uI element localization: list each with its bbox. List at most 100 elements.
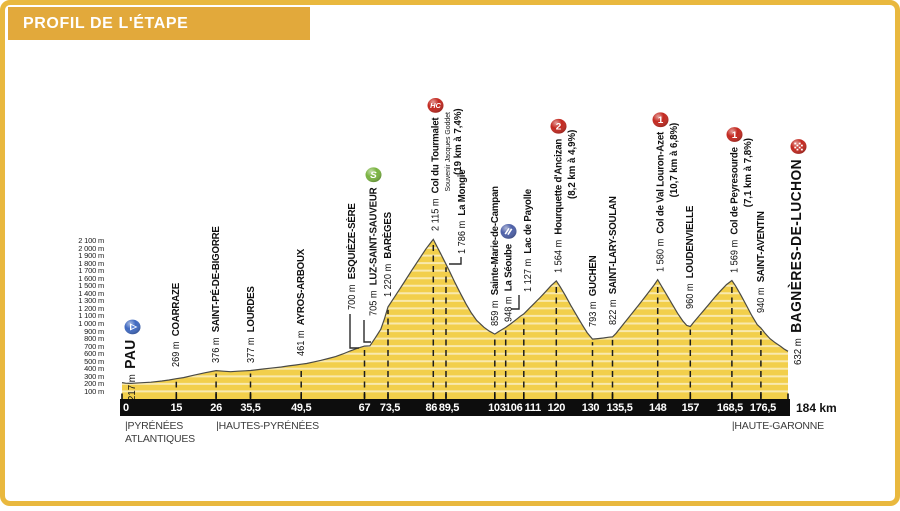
waypoint-name: Sainte-Marie-de-Campan	[488, 186, 501, 296]
y-axis-label: 500 m	[84, 356, 104, 366]
waypoint-elevation: 217 m	[126, 368, 138, 401]
svg-text:S: S	[370, 171, 377, 182]
waypoint-sublabel: (7,1 km à 7,8%)	[741, 137, 754, 207]
waypoint-label-col-de-peyresourde: 1 569 m Col de Peyresourde 1 (7,1 km à 7,…	[726, 126, 754, 273]
waypoint-elevation: 269 m	[171, 335, 183, 367]
finish-icon	[790, 139, 807, 155]
waypoint-elevation: 1 127 m	[522, 253, 534, 292]
x-axis-bar	[120, 399, 790, 416]
waypoint-name: Col de Val Louron-Azet	[653, 131, 666, 234]
waypoint-elevation: 2 115 m	[430, 193, 442, 232]
waypoint-elevation: 1 580 m	[654, 233, 666, 272]
x-tick-label: 73,5	[379, 402, 401, 414]
waypoint-main-row: 1 127 m Lac de Payolle	[522, 189, 535, 292]
waypoint-elevation: 377 m	[245, 331, 257, 363]
waypoint-elevation: 461 m	[296, 325, 308, 357]
y-axis-label: 400 m	[84, 364, 104, 374]
waypoint-name: Col de Peyresourde	[728, 146, 741, 235]
region-label: |HAUTES-PYRÉNÉES	[216, 420, 319, 432]
x-axis-end-label: 184 km	[796, 401, 837, 415]
waypoint-dashed-lines	[175, 242, 762, 398]
waypoint-main-row: 1 786 m La Mongie	[456, 170, 469, 254]
waypoint-label-saint-aventin: 940 m SAINT-AVENTIN	[755, 211, 768, 313]
waypoint-label-luz-saint-sauveur: 705 m LUZ-SAINT-SAUVEUR S	[365, 167, 382, 316]
waypoint-elevation: 632 m	[792, 333, 804, 366]
x-tick-label: 148	[648, 402, 667, 414]
waypoint-main-row: 1 220 m BARÈGES	[382, 212, 395, 297]
hc-climb-icon: HC	[427, 98, 444, 114]
waypoint-label-la-mongie: 1 786 m La Mongie	[456, 170, 469, 254]
y-axis-label: 800 m	[84, 334, 104, 344]
waypoint-main-row: 940 m SAINT-AVENTIN	[755, 211, 768, 313]
waypoint-main-row: 948 m La Séoube	[500, 224, 517, 322]
y-axis-label: 1 800 m	[78, 258, 104, 268]
x-tick-label: 35,5	[240, 402, 261, 414]
waypoint-elevation: 700 m	[346, 279, 358, 311]
waypoint-name: BARÈGES	[382, 212, 394, 259]
y-axis-label: 1 900 m	[78, 251, 104, 261]
elevation-outline	[121, 238, 789, 385]
waypoint-name: BAGNÈRES-DE-LUCHON	[788, 159, 805, 334]
elevation-area	[122, 239, 788, 399]
waypoint-name: GUCHEN	[586, 255, 599, 297]
waypoint-name: SAINT-LARY-SOULAN	[606, 196, 619, 295]
waypoint-main-row: 1 569 m Col de Peyresourde 1	[726, 126, 743, 273]
category-1-icon: 1	[726, 126, 743, 142]
waypoint-label-coarraze: 269 m COARRAZE	[170, 283, 183, 367]
waypoint-elevation: 1 220 m	[383, 258, 394, 297]
y-axis-label: 200 m	[84, 379, 104, 389]
svg-text:HC: HC	[430, 101, 442, 110]
waypoint-label-saint-pe-de-bigorre: 376 m SAINT-PÉ-DE-BIGORRE	[210, 226, 223, 363]
waypoint-name: SAINT-PÉ-DE-BIGORRE	[210, 225, 223, 332]
x-tick-label: 111	[524, 402, 542, 414]
waypoint-main-row: 793 m GUCHEN	[587, 256, 600, 327]
waypoint-main-row: 376 m SAINT-PÉ-DE-BIGORRE	[210, 226, 223, 363]
waypoint-label-col-du-tourmalet: 2 115 m Col du Tourmalet HC Souvenir Jacq…	[427, 98, 464, 232]
y-axis-label: 1 100 m	[78, 311, 104, 321]
waypoint-name: COARRAZE	[170, 282, 183, 336]
page-title: PROFIL DE L'ÉTAPE	[8, 7, 310, 40]
waypoint-name: Col du Tourmalet	[429, 117, 442, 194]
waypoint-label-bareges: 1 220 m BARÈGES	[382, 212, 395, 297]
waypoint-label-la-seoube: 948 m La Séoube	[500, 224, 517, 322]
waypoint-main-row: 1 564 m Hourquette d'Ancizan 2	[550, 118, 567, 273]
waypoint-name: LUZ-SAINT-SAUVEUR	[367, 187, 380, 286]
waypoint-elevation: 822 m	[607, 294, 619, 325]
axis-tick-marks	[121, 393, 789, 399]
waypoint-name: ESQUIÈZE-SÈRE	[345, 203, 358, 280]
waypoint-elevation: 960 m	[685, 277, 697, 309]
y-axis-label: 1 600 m	[78, 273, 104, 283]
waypoint-main-row: 1 580 m Col de Val Louron-Azet 1	[652, 111, 669, 272]
waypoint-main-row: 705 m LUZ-SAINT-SAUVEUR S	[365, 167, 382, 316]
region-label: |HAUTE-GARONNE	[731, 420, 824, 432]
svg-text:1: 1	[657, 115, 663, 126]
y-axis-label: 1 700 m	[78, 266, 104, 276]
waypoint-label-loudenvielle: 960 m LOUDENVIELLE	[684, 205, 697, 308]
waypoint-main-row: 461 m AYROS-ARBOUX	[295, 249, 308, 356]
y-axis-label: 900 m	[84, 326, 104, 336]
waypoint-sublabel: (8,2 km à 4,9%)	[566, 129, 579, 199]
waypoint-elevation: 705 m	[368, 285, 380, 316]
x-tick-label: 67	[358, 402, 371, 414]
waypoint-main-row: 377 m LOURDES	[245, 286, 258, 363]
y-axis-label: 100 m	[84, 386, 104, 396]
waypoint-main-row: 2 115 m Col du Tourmalet HC	[427, 98, 444, 232]
x-tick-label: 157	[681, 402, 700, 414]
label-connectors	[349, 257, 520, 349]
waypoint-name: Hourquette d'Ancizan	[552, 138, 565, 235]
y-axis-label: 2 000 m	[78, 243, 104, 253]
waypoint-name: LOURDES	[244, 285, 257, 332]
waypoint-main-row: 960 m LOUDENVIELLE	[684, 205, 697, 308]
waypoint-main-row: 632 m BAGNÈRES-DE-LUCHON	[788, 139, 807, 365]
y-axis-label: 2 100 m	[78, 236, 104, 245]
waypoint-name: SAINT-AVENTIN	[754, 211, 767, 283]
waypoint-sublabel: (10,7 km à 6,8%)	[667, 122, 680, 198]
x-tick-label: 120	[547, 402, 566, 414]
waypoint-name: Lac de Payolle	[521, 188, 534, 254]
start-icon	[124, 319, 141, 335]
x-tick-label: 26	[210, 402, 222, 414]
waypoint-elevation: 793 m	[587, 296, 599, 328]
waypoint-name: PAU	[122, 338, 139, 369]
